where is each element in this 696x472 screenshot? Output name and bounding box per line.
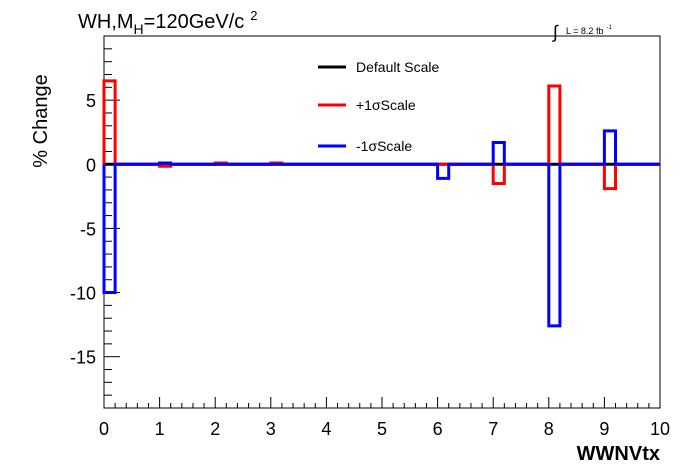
x-tick-label: 7 — [488, 419, 498, 439]
chart-title: WH,MH=120GeV/c 2 — [78, 8, 258, 37]
legend-label: Default Scale — [356, 59, 439, 75]
x-tick-label: 0 — [99, 419, 109, 439]
x-tick-label: 3 — [266, 419, 276, 439]
x-tick-label: 8 — [544, 419, 554, 439]
legend-label: -1σScale — [356, 138, 412, 154]
x-tick-label: 1 — [155, 419, 165, 439]
x-tick-label: 4 — [321, 419, 331, 439]
series-layer — [102, 79, 660, 328]
y-tick-label: -15 — [70, 348, 96, 368]
x-axis-label: WWNVtx — [577, 443, 660, 465]
axis-ticks: 0 1 2 3 4 5 6 7 8 9 10 -15 -10 -5 0 5 — [70, 48, 670, 439]
x-tick-label: 9 — [599, 419, 609, 439]
plot-frame — [103, 35, 661, 409]
y-tick-label: -10 — [70, 284, 96, 304]
x-tick-label: 2 — [210, 419, 220, 439]
x-tick-label: 6 — [433, 419, 443, 439]
lumi-label: L = 8.2 fb -1 — [566, 25, 612, 36]
series-line-2 — [102, 129, 660, 328]
y-axis-label: % Change — [30, 74, 52, 167]
x-tick-label: 10 — [650, 419, 670, 439]
y-tick-label: -5 — [80, 219, 96, 239]
lumi-integral-sign: ∫ — [551, 22, 559, 42]
y-tick-label: 0 — [86, 155, 96, 175]
x-tick-label: 5 — [377, 419, 387, 439]
legend: Default Scale +1σScale -1σScale — [318, 59, 439, 154]
legend-label: +1σScale — [356, 97, 416, 113]
y-tick-label: 5 — [86, 91, 96, 111]
